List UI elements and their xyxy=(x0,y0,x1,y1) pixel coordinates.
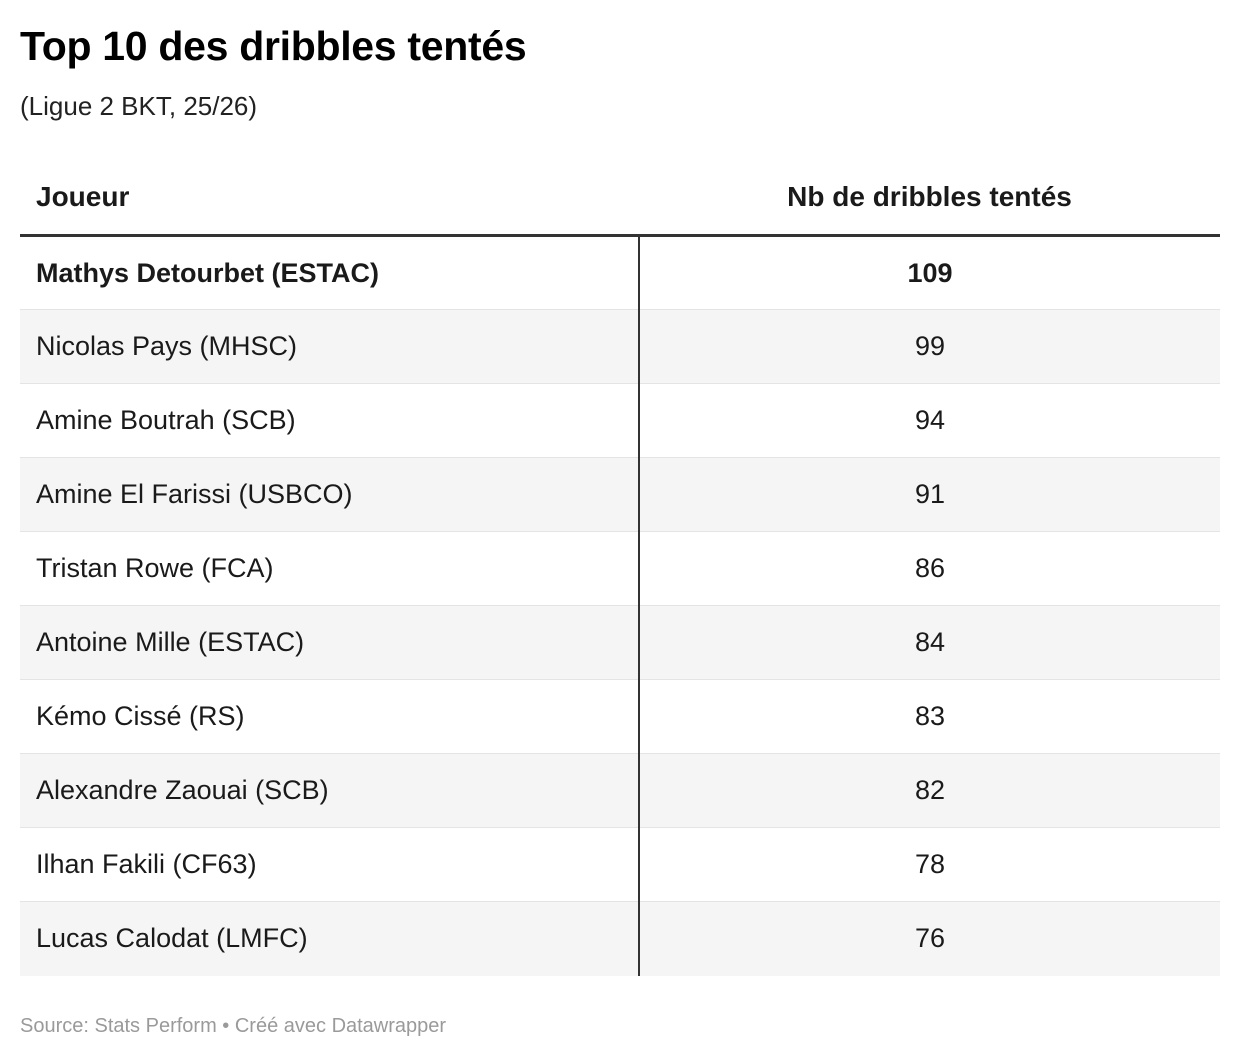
data-table: Joueur Nb de dribbles tentés Mathys Deto… xyxy=(20,160,1220,976)
table-header: Joueur Nb de dribbles tentés xyxy=(20,160,1220,237)
table-row: Amine El Farissi (USBCO) 91 xyxy=(20,457,1220,532)
player-name-cell: Alexandre Zaouai (SCB) xyxy=(20,753,640,828)
chart-container: Top 10 des dribbles tentés (Ligue 2 BKT,… xyxy=(20,0,1220,128)
player-name-cell: Antoine Mille (ESTAC) xyxy=(20,605,640,680)
dribbles-value-cell: 83 xyxy=(639,679,1220,754)
chart-title: Top 10 des dribbles tentés xyxy=(20,23,527,69)
table-row: Tristan Rowe (FCA) 86 xyxy=(20,531,1220,606)
dribbles-value-cell: 76 xyxy=(639,901,1220,976)
player-name-cell: Kémo Cissé (RS) xyxy=(20,679,640,754)
table-row: Nicolas Pays (MHSC) 99 xyxy=(20,309,1220,384)
table-row: Antoine Mille (ESTAC) 84 xyxy=(20,605,1220,680)
player-name-cell: Lucas Calodat (LMFC) xyxy=(20,901,640,976)
dribbles-value-cell: 109 xyxy=(639,235,1220,310)
table-body: Mathys Detourbet (ESTAC) 109 Nicolas Pays … xyxy=(20,235,1220,976)
column-header-dribbles[interactable]: Nb de dribbles tentés xyxy=(639,160,1220,237)
player-name-cell: Mathys Detourbet (ESTAC) xyxy=(20,235,640,310)
source-footer: Source: Stats Perform • Créé avec Datawr… xyxy=(20,1015,447,1037)
dribbles-value-cell: 91 xyxy=(639,457,1220,532)
dribbles-value-cell: 86 xyxy=(639,531,1220,606)
player-name-cell: Amine El Farissi (USBCO) xyxy=(20,457,640,532)
dribbles-value-cell: 84 xyxy=(639,605,1220,680)
table-row: Mathys Detourbet (ESTAC) 109 xyxy=(20,235,1220,310)
table-row: Amine Boutrah (SCB) 94 xyxy=(20,383,1220,458)
table-header-row: Joueur Nb de dribbles tentés xyxy=(20,160,1220,237)
player-name-cell: Tristan Rowe (FCA) xyxy=(20,531,640,606)
player-name-cell: Amine Boutrah (SCB) xyxy=(20,383,640,458)
table-row: Lucas Calodat (LMFC) 76 xyxy=(20,901,1220,976)
table-row: Alexandre Zaouai (SCB) 82 xyxy=(20,753,1220,828)
dribbles-value-cell: 82 xyxy=(639,753,1220,828)
dribbles-value-cell: 94 xyxy=(639,383,1220,458)
player-name-cell: Ilhan Fakili (CF63) xyxy=(20,827,640,902)
dribbles-value-cell: 78 xyxy=(639,827,1220,902)
column-header-player[interactable]: Joueur xyxy=(20,160,639,237)
table-row: Ilhan Fakili (CF63) 78 xyxy=(20,827,1220,902)
dribbles-value-cell: 99 xyxy=(639,309,1220,384)
chart-subtitle: (Ligue 2 BKT, 25/26) xyxy=(20,91,258,121)
player-name-cell: Nicolas Pays (MHSC) xyxy=(20,309,640,384)
table-row: Kémo Cissé (RS) 83 xyxy=(20,679,1220,754)
